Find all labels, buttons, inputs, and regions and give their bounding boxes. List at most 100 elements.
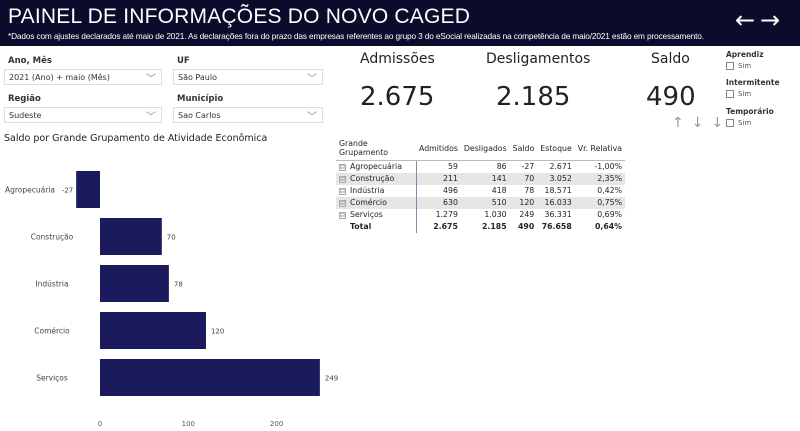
- table-cell: 36.331: [537, 209, 575, 221]
- category-label: Agropecuária: [5, 186, 55, 195]
- cell-text: -27: [521, 162, 535, 172]
- column-header[interactable]: Admitidos: [416, 136, 461, 161]
- data-label: -27: [62, 187, 73, 195]
- regiao-dropdown[interactable]: Sudeste ﹀: [4, 107, 162, 123]
- table-cell: 59: [416, 161, 461, 173]
- total-cell: 0,64%: [594, 222, 622, 231]
- table-cell: 0,42%: [575, 185, 625, 197]
- table-cell: 2,35%: [574, 172, 625, 185]
- bar[interactable]: [76, 171, 100, 208]
- subtitle: *Dados com ajustes declarados até maio d…: [8, 31, 704, 41]
- cell-text: 36.331: [544, 210, 572, 219]
- expand-down-icon[interactable]: ↓: [711, 115, 732, 131]
- saldo-label: Saldo: [651, 51, 690, 67]
- cell-text: 0,42%: [597, 186, 622, 195]
- category-label: Indústria: [35, 280, 68, 289]
- intermitente-option: Sim: [738, 90, 752, 98]
- regiao-value: Sudeste: [9, 111, 42, 120]
- table-row: ⊟ Indústria 496 418 78 18.571 0,42%: [336, 184, 625, 197]
- municipio-dropdown[interactable]: Sao Carlos ﹀: [173, 107, 323, 123]
- chart-title: Saldo por Grande Grupamento de Atividade…: [4, 133, 268, 144]
- temporario-title: Temporário: [726, 107, 774, 116]
- cell-text: 78: [524, 186, 535, 195]
- bar[interactable]: [100, 312, 206, 349]
- data-label: 70: [167, 234, 176, 242]
- table-cell: 0,75%: [574, 196, 625, 209]
- expand-icon[interactable]: ⊟: [339, 188, 346, 195]
- intermitente-checkbox[interactable]: Sim: [726, 90, 751, 98]
- table-cell: 3.052: [537, 172, 575, 185]
- bar[interactable]: [100, 359, 320, 396]
- cell-text: 1.279: [435, 210, 458, 219]
- cell-text: 496: [443, 186, 458, 195]
- column-header[interactable]: Saldo: [509, 136, 538, 161]
- drill-down-icon[interactable]: ↓: [691, 115, 712, 131]
- intermitente-title: Intermitente: [726, 78, 780, 87]
- x-tick-label: 0: [98, 420, 102, 428]
- regiao-label: Região: [8, 94, 41, 104]
- cell-text: Serviços: [350, 210, 383, 219]
- temporario-checkbox[interactable]: Sim: [726, 119, 751, 127]
- drill-controls: ↑↓↓: [672, 115, 731, 131]
- table-cell: 510: [460, 196, 510, 209]
- checkbox-icon: [726, 62, 734, 70]
- table-cell: ⊟ Construção: [336, 172, 417, 185]
- ano-mes-dropdown[interactable]: 2021 (Ano) + maio (Mês) ﹀: [4, 69, 162, 85]
- cell-text: 510: [491, 198, 507, 207]
- admissoes-label: Admissões: [360, 51, 435, 67]
- bar[interactable]: [100, 218, 162, 255]
- cell-text: Comércio: [350, 198, 387, 207]
- table-cell: ⊟ Agropecuária: [336, 160, 417, 173]
- expand-icon[interactable]: ⊟: [339, 164, 346, 172]
- expand-icon[interactable]: ⊟: [339, 200, 346, 207]
- total-cell: Total: [336, 220, 417, 233]
- uf-dropdown[interactable]: São Paulo ﹀: [173, 69, 323, 85]
- data-label: 78: [174, 281, 183, 289]
- cell-text: 0,69%: [597, 210, 622, 219]
- aprendiz-title: Aprendiz: [726, 50, 764, 59]
- cell-text: Construção: [350, 174, 395, 183]
- table-cell: ⊟ Serviços: [336, 208, 417, 221]
- ano-mes-label: Ano, Mês: [8, 56, 52, 66]
- table-cell: 120: [509, 196, 538, 209]
- bar-chart: Agropecuária -27 Construção 70 Indústria 78 Co…: [5, 171, 338, 428]
- table-cell: 1.279: [416, 209, 461, 221]
- chevron-down-icon: ﹀: [307, 112, 317, 123]
- table-cell: -27: [510, 161, 538, 173]
- aprendiz-option: Sim: [738, 62, 752, 70]
- column-header[interactable]: Estoque: [537, 136, 575, 161]
- category-label: Comércio: [34, 327, 70, 336]
- x-tick-label: 200: [270, 420, 283, 428]
- table-cell: 630: [416, 196, 461, 209]
- cell-text: 2,35%: [597, 174, 622, 183]
- bar[interactable]: [100, 265, 169, 302]
- table-cell: 0,69%: [575, 209, 625, 221]
- forward-arrow-icon[interactable]: →: [760, 6, 781, 34]
- back-arrow-icon[interactable]: ←: [735, 6, 756, 34]
- cell-text: 0,75%: [597, 198, 622, 207]
- cell-text: Indústria: [350, 186, 385, 195]
- table-cell: ⊟ Comércio: [336, 196, 417, 209]
- chevron-down-icon: ﹀: [307, 74, 317, 85]
- table-cell: 16.033: [537, 196, 575, 209]
- table-cell: 18.571: [537, 185, 575, 197]
- saldo-value: 490: [646, 82, 696, 112]
- column-header[interactable]: Desligados: [460, 136, 510, 161]
- drill-up-icon[interactable]: ↑: [672, 115, 692, 131]
- total-cell: 2.675: [433, 222, 458, 231]
- cell-text: 86: [496, 162, 507, 172]
- table-row: ⊟ Construção 211 141 70 3.052 2,35%: [336, 172, 625, 185]
- aprendiz-checkbox[interactable]: Sim: [726, 62, 751, 70]
- column-header[interactable]: Vr. Relativa: [574, 136, 625, 161]
- table-row: ⊟ Serviços 1.279 1.030 249 36.331 0,69%: [336, 208, 625, 221]
- expand-icon[interactable]: ⊟: [339, 176, 346, 183]
- table-cell: 496: [416, 185, 461, 197]
- expand-icon[interactable]: ⊟: [339, 212, 346, 219]
- column-header[interactable]: Grande Grupamento: [336, 136, 416, 161]
- cell-text: 249: [519, 210, 535, 219]
- cell-text: 16.033: [544, 198, 572, 207]
- desligamentos-value: 2.185: [496, 82, 571, 112]
- table-header-row: Grande Grupamento Admitidos Desligados Sald…: [336, 136, 625, 161]
- table-cell: 86: [461, 161, 510, 173]
- x-tick-label: 100: [182, 420, 195, 428]
